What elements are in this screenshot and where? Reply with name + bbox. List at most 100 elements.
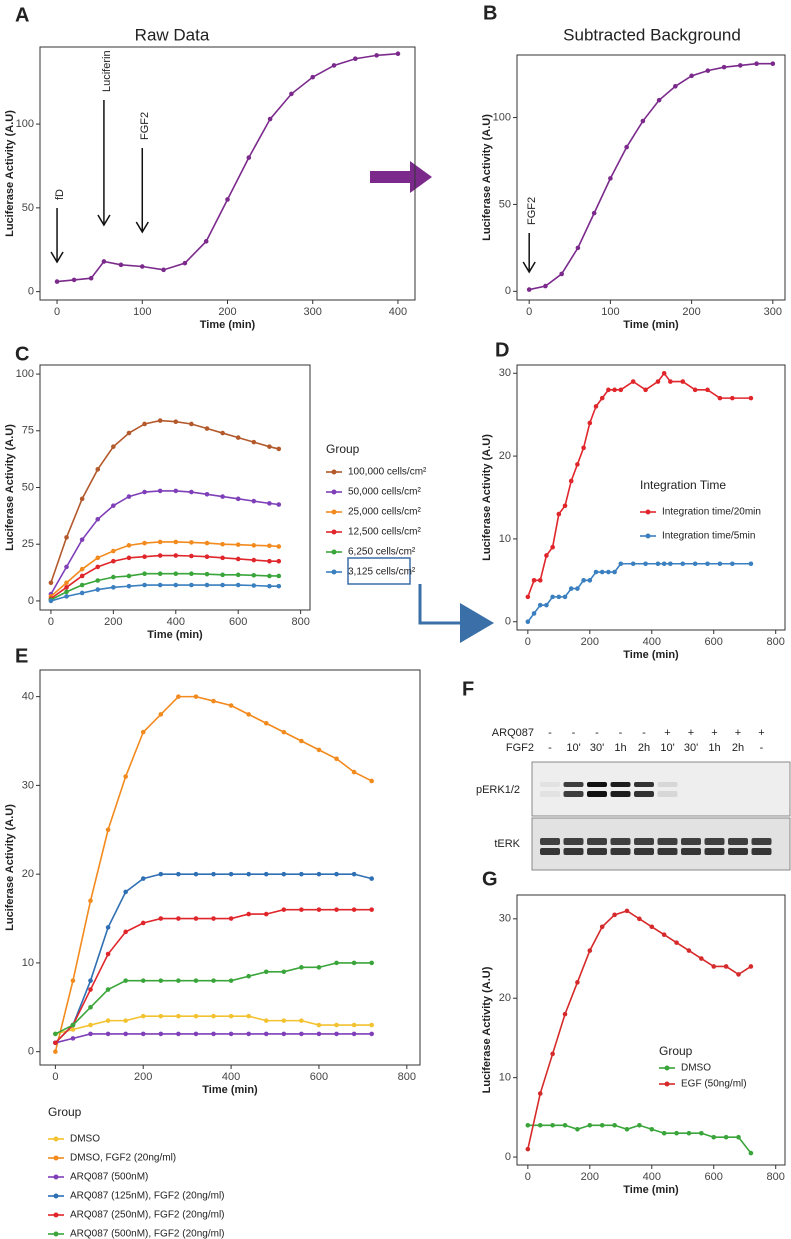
data-point [158,1013,164,1019]
legend-label: 12,500 cells/cm² [348,527,421,538]
data-point [158,712,164,717]
data-point [126,555,132,561]
data-point [550,544,555,550]
data-point [88,987,93,992]
band [587,838,607,845]
y-axis-title: Luciferase Activity (A.U) [481,114,493,241]
plot-frame [516,54,786,301]
data-point [204,571,210,577]
data-point [251,583,257,588]
data-point [267,116,273,122]
series-line [50,584,279,602]
legend-dot [53,1212,59,1218]
data-point [686,948,692,953]
row-label: ARQ087 [492,727,534,739]
band [657,791,678,797]
legend-label: ARQ087 (125nM), FGF2 (20ng/ml) [70,1191,225,1202]
x-tick-label: 200 [682,306,700,318]
data-point [711,1134,717,1140]
data-point [123,1031,128,1037]
data-point [369,907,374,912]
data-point [661,370,667,376]
data-point [193,871,199,877]
data-point [157,553,163,558]
data-point [79,537,85,542]
data-point [64,589,69,595]
highlight-box [347,557,411,585]
data-point [235,496,241,502]
data-point [142,554,147,559]
data-point [587,578,593,583]
data-point [655,561,661,567]
series-line [50,490,279,595]
plot-frame [516,894,786,1166]
legend-label: DMSO, FGF2 (20ng/ml) [70,1153,176,1164]
band [704,848,725,855]
data-point [267,543,272,549]
data-point [711,964,717,969]
data-point [235,542,241,547]
data-point [211,978,216,983]
y-tick-label: 0 [28,595,34,607]
data-point [661,932,667,938]
data-point [608,176,613,181]
data-point [193,916,199,921]
data-point [276,583,282,589]
x-tick-label: 100 [601,306,619,318]
annotation-arrowhead [97,214,111,227]
lane-label: 2h [732,742,744,754]
data-point [64,564,69,570]
chart-title: Subtracted Background [563,25,741,44]
data-point [537,1122,543,1128]
legend-dot [664,1065,670,1071]
data-point [111,574,116,580]
data-point [235,572,241,578]
series-line [50,541,279,597]
data-point [643,561,648,567]
data-point [606,569,611,575]
data-point [525,1146,531,1152]
data-point [176,1031,181,1037]
data-point [618,387,624,393]
y-tick-label: 40 [22,691,34,703]
data-point [101,259,107,264]
legend-dot [331,549,337,555]
data-point [251,543,257,548]
data-point [111,503,116,508]
panel-label: A [15,4,29,26]
y-tick-label: 50 [499,198,511,210]
y-axis-title: Luciferase Activity (A.U) [4,110,16,237]
legend-label: EGF (50ng/ml) [681,1079,747,1090]
data-point [612,387,617,393]
x-axis-title: Time (min) [623,649,679,661]
data-point [281,969,287,975]
lane-label: - [548,742,552,754]
data-point [276,544,282,549]
x-tick-label: 200 [581,1171,599,1183]
data-point [211,1031,216,1037]
data-point [543,283,548,289]
y-tick-label: 100 [16,368,34,380]
data-point [562,503,568,509]
panel-label: F [462,678,474,700]
data-point [575,1126,580,1132]
data-point [211,1013,216,1019]
data-point [105,925,111,930]
data-point [736,1134,741,1140]
data-point [53,1031,58,1037]
data-point [316,907,322,912]
data-point [587,420,593,426]
data-point [699,956,704,961]
data-point [575,462,580,467]
data-point [299,965,304,970]
data-point [267,573,272,579]
data-point [263,911,269,917]
annotation: FGF2 [139,112,151,140]
data-point [316,747,322,753]
data-point [48,598,54,604]
data-point [88,1022,93,1028]
data-point [550,1051,555,1057]
data-point [723,964,729,969]
data-point [281,1018,287,1023]
lane-label: + [735,727,741,739]
